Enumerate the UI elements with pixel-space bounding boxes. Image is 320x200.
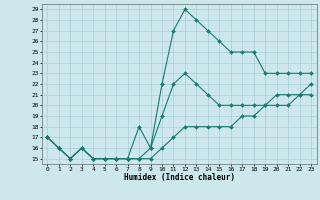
X-axis label: Humidex (Indice chaleur): Humidex (Indice chaleur) [124,173,235,182]
